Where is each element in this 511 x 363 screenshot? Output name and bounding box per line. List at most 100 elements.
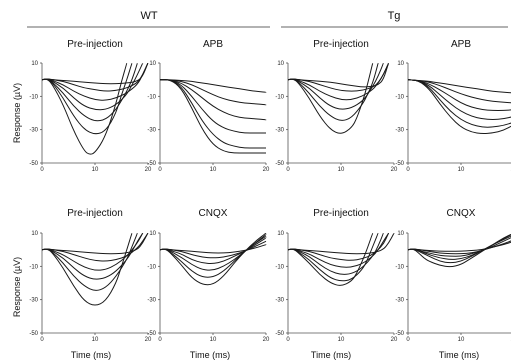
traces — [408, 233, 511, 268]
y-tick-label: 10 — [397, 231, 404, 237]
y-tick-label: -10 — [275, 264, 284, 270]
x-tick-label: 10 — [338, 337, 345, 343]
x-tick-label: 0 — [40, 167, 44, 173]
x-tick-label: 10 — [210, 167, 217, 173]
trace-3 — [288, 63, 390, 101]
x-tick-label: 0 — [286, 337, 290, 343]
x-tick-label: 10 — [458, 337, 465, 343]
traces — [160, 233, 267, 286]
x-tick-label: 10 — [338, 167, 345, 173]
x-tick-label: 0 — [40, 337, 44, 343]
y-tick-label: -30 — [275, 298, 284, 304]
traces — [160, 79, 267, 154]
trace-6 — [160, 233, 267, 286]
x-tick-label: 10 — [210, 337, 217, 343]
traces — [42, 233, 149, 306]
traces — [288, 63, 390, 134]
trace-2 — [42, 63, 149, 92]
y-tick-label: -30 — [395, 298, 404, 304]
trace-3 — [160, 79, 267, 121]
traces — [408, 79, 511, 135]
trace-4 — [408, 79, 511, 120]
trace-6 — [160, 79, 266, 154]
trace-1 — [288, 63, 390, 88]
y-tick-label: -10 — [29, 94, 38, 100]
trace-6 — [42, 233, 133, 306]
y-axis-title-bottom: Response (µV) — [12, 257, 22, 317]
x-tick-label: 0 — [158, 337, 162, 343]
x-tick-label: 10 — [92, 167, 99, 173]
y-tick-label: -30 — [147, 298, 156, 304]
x-tick-label: 0 — [158, 167, 162, 173]
x-axis-title-2: Time (ms) — [190, 350, 230, 360]
traces — [288, 233, 395, 286]
panel-title: Pre-injection — [67, 208, 123, 219]
trace-2 — [288, 233, 390, 261]
y-tick-label: -50 — [29, 161, 38, 167]
panel-title: APB — [451, 39, 471, 50]
x-tick-label: 10 — [458, 167, 465, 173]
y-tick-label: 10 — [277, 231, 284, 237]
trace-4 — [160, 79, 266, 134]
y-tick-label: -10 — [395, 264, 404, 270]
panel-2: APB 10 -10 -30 -500 10 20 — [147, 39, 270, 173]
x-tick-label: 20 — [145, 337, 152, 343]
y-tick-label: 10 — [31, 231, 38, 237]
y-tick-label: -50 — [147, 161, 156, 167]
panel-5: Pre-injection 10 -10 -30 -500 10 20 — [29, 208, 152, 343]
y-tick-label: -50 — [395, 331, 404, 337]
x-tick-label: 20 — [263, 337, 270, 343]
y-tick-label: 10 — [31, 61, 38, 67]
y-tick-label: -30 — [29, 128, 38, 134]
y-tick-label: -10 — [275, 94, 284, 100]
y-tick-label: -50 — [275, 161, 284, 167]
y-tick-label: -10 — [147, 264, 156, 270]
x-tick-label: 20 — [391, 167, 398, 173]
x-tick-label: 0 — [406, 167, 410, 173]
y-tick-label: -10 — [29, 264, 38, 270]
y-tick-label: -30 — [147, 128, 156, 134]
trace-5 — [160, 234, 267, 278]
trace-5 — [408, 234, 511, 264]
y-tick-label: -50 — [395, 161, 404, 167]
y-tick-label: -50 — [275, 331, 284, 337]
group-label-tg: Tg — [388, 10, 401, 22]
y-tick-label: 10 — [277, 61, 284, 67]
trace-6 — [288, 233, 374, 286]
panel-title: APB — [203, 39, 223, 50]
trace-2 — [160, 79, 267, 106]
panel-3: Pre-injection 10 -10 -30 -500 10 20 — [275, 39, 398, 173]
panel-title: Pre-injection — [313, 39, 369, 50]
x-tick-label: 10 — [92, 337, 99, 343]
x-tick-label: 20 — [391, 337, 398, 343]
y-tick-label: 10 — [149, 231, 156, 237]
x-tick-label: 0 — [286, 167, 290, 173]
trace-7 — [42, 63, 128, 155]
trace-2 — [408, 79, 511, 104]
y-tick-label: -10 — [147, 94, 156, 100]
trace-3 — [42, 233, 144, 271]
panel-title: CNQX — [447, 208, 476, 219]
panel-title: CNQX — [199, 208, 228, 219]
trace-6 — [42, 63, 133, 135]
trace-5 — [160, 79, 266, 149]
x-tick-label: 20 — [145, 167, 152, 173]
y-tick-label: -30 — [395, 128, 404, 134]
y-tick-label: -50 — [29, 331, 38, 337]
panel-1: Pre-injection 10 -10 -30 -500 10 20 — [29, 39, 152, 173]
trace-6 — [288, 63, 374, 134]
x-tick-label: 0 — [406, 337, 410, 343]
traces — [42, 63, 149, 155]
y-tick-label: -50 — [147, 331, 156, 337]
trace-5 — [408, 79, 511, 128]
panel-title: Pre-injection — [313, 208, 369, 219]
trace-3 — [408, 79, 511, 111]
trace-6 — [408, 79, 511, 135]
group-label-wt: WT — [140, 10, 157, 22]
y-tick-label: 10 — [397, 61, 404, 67]
x-axis-title-4: Time (ms) — [439, 350, 479, 360]
x-axis-title-1: Time (ms) — [71, 350, 111, 360]
